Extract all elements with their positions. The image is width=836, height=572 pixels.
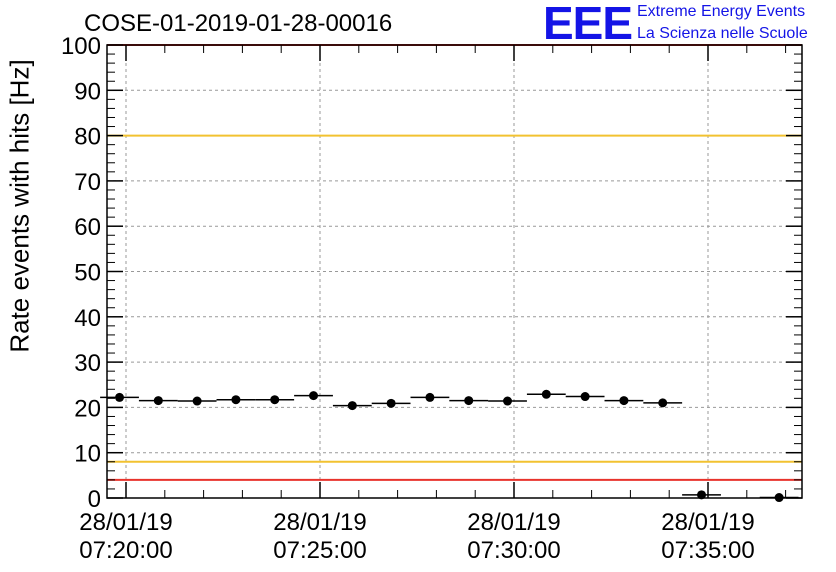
point-marker [464, 396, 474, 406]
x-tick-label-time: 07:20:00 [79, 537, 172, 564]
x-tick-label-time: 07:30:00 [467, 537, 560, 564]
y-axis-label: Rate events with hits [Hz] [4, 59, 35, 353]
data-point [565, 392, 605, 402]
eee-logo: EEE [543, 0, 633, 49]
x-tick-label-time: 07:25:00 [273, 537, 366, 564]
reference-lines [107, 44, 802, 481]
y-tick-label: 10 [74, 441, 101, 468]
point-marker [774, 493, 784, 503]
data-point [332, 401, 372, 411]
data-point [759, 493, 799, 503]
point-marker [386, 398, 396, 408]
point-marker [541, 389, 551, 399]
point-marker [619, 396, 629, 406]
data-point [216, 395, 256, 405]
x-axis-ticks: 28/01/1907:20:0028/01/1907:25:0028/01/19… [79, 45, 787, 564]
logo-line-1: Extreme Energy Events [637, 3, 806, 20]
y-tick-label: 100 [61, 33, 101, 60]
data-point [526, 389, 566, 399]
y-tick-label: 20 [74, 395, 101, 422]
point-marker [503, 396, 513, 406]
point-marker [153, 396, 163, 406]
point-marker [697, 490, 707, 500]
data-point [255, 395, 295, 405]
point-marker [231, 395, 241, 405]
y-axis-ticks: 0 10 20 30 40 50 60 70 80 90 100 [61, 33, 802, 513]
point-marker [309, 391, 319, 401]
x-tick-label-date: 28/01/19 [273, 509, 366, 536]
point-marker [115, 392, 125, 402]
data-point [294, 391, 333, 401]
logo-line-2: La Scienza nelle Scuole [637, 25, 808, 42]
y-tick-label: 80 [74, 124, 101, 151]
point-marker [270, 395, 280, 405]
data-point [410, 392, 450, 402]
x-tick-label-date: 28/01/19 [79, 509, 172, 536]
data-point [138, 396, 178, 406]
chart-grid [107, 45, 802, 498]
y-tick-label: 40 [74, 305, 101, 332]
data-point [488, 396, 527, 406]
y-tick-label: 50 [74, 260, 101, 287]
point-marker [658, 398, 668, 408]
point-marker [580, 392, 590, 402]
chart-title: COSE-01-2019-01-28-00016 [84, 10, 393, 37]
x-tick-label-date: 28/01/19 [467, 509, 560, 536]
x-tick-label-time: 07:35:00 [661, 537, 754, 564]
y-tick-label: 60 [74, 214, 101, 241]
x-tick-label-date: 28/01/19 [661, 509, 754, 536]
data-point [449, 396, 489, 406]
data-point [643, 398, 683, 408]
data-point [100, 392, 139, 402]
data-points [100, 389, 799, 503]
point-marker [425, 392, 435, 402]
y-tick-label: 30 [74, 350, 101, 377]
data-point [371, 398, 411, 408]
point-marker [192, 396, 202, 406]
data-point [682, 490, 721, 500]
data-point [177, 396, 217, 406]
y-tick-label: 70 [74, 169, 101, 196]
y-tick-label: 0 [88, 486, 101, 513]
data-point [604, 396, 644, 406]
point-marker [347, 401, 357, 411]
y-tick-label: 90 [74, 78, 101, 105]
